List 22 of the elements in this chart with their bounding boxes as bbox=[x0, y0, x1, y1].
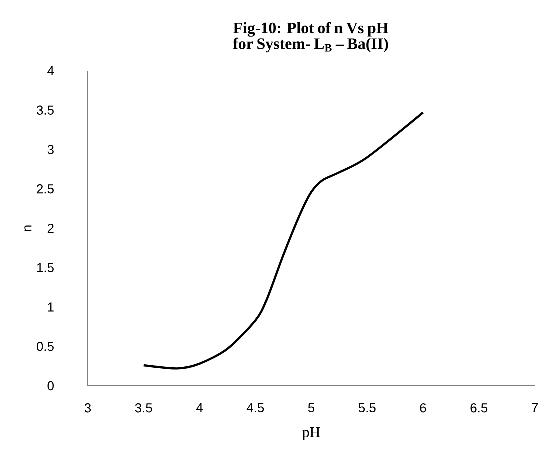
x-tick-label: 4 bbox=[196, 404, 203, 412]
y-tick-label: 0 bbox=[48, 381, 54, 391]
x-tick-label: 5 bbox=[308, 404, 315, 413]
y-axis-title: n bbox=[24, 226, 32, 232]
x-tick-label: 3 bbox=[84, 404, 92, 413]
y-tick-label: 1 bbox=[48, 302, 54, 312]
y-tick-label: 4 bbox=[48, 66, 54, 76]
y-tick-label: 2.5 bbox=[37, 184, 54, 194]
line-series bbox=[142, 112, 424, 370]
y-tick-label: 2 bbox=[48, 224, 54, 234]
y-tick-label: 0.5 bbox=[36, 342, 54, 352]
x-tick-label: 4.5 bbox=[246, 404, 264, 413]
y-tick-label: 3 bbox=[48, 145, 54, 154]
chart-title: Fig-10: Plot of n Vs pH for System- L$_{B}$ – Ba(II) bbox=[233, 22, 388, 53]
x-tick-label: 7 bbox=[532, 404, 538, 412]
y-tick-label: 1.5 bbox=[37, 263, 54, 272]
x-tick-label: 6 bbox=[420, 404, 426, 413]
y-tick-label: 3.5 bbox=[36, 106, 54, 115]
x-tick-label: 5.5 bbox=[358, 404, 376, 413]
x-axis-title: pH bbox=[302, 428, 320, 441]
x-tick-label: 6.5 bbox=[470, 404, 488, 413]
x-tick-label: 3.5 bbox=[135, 404, 152, 413]
